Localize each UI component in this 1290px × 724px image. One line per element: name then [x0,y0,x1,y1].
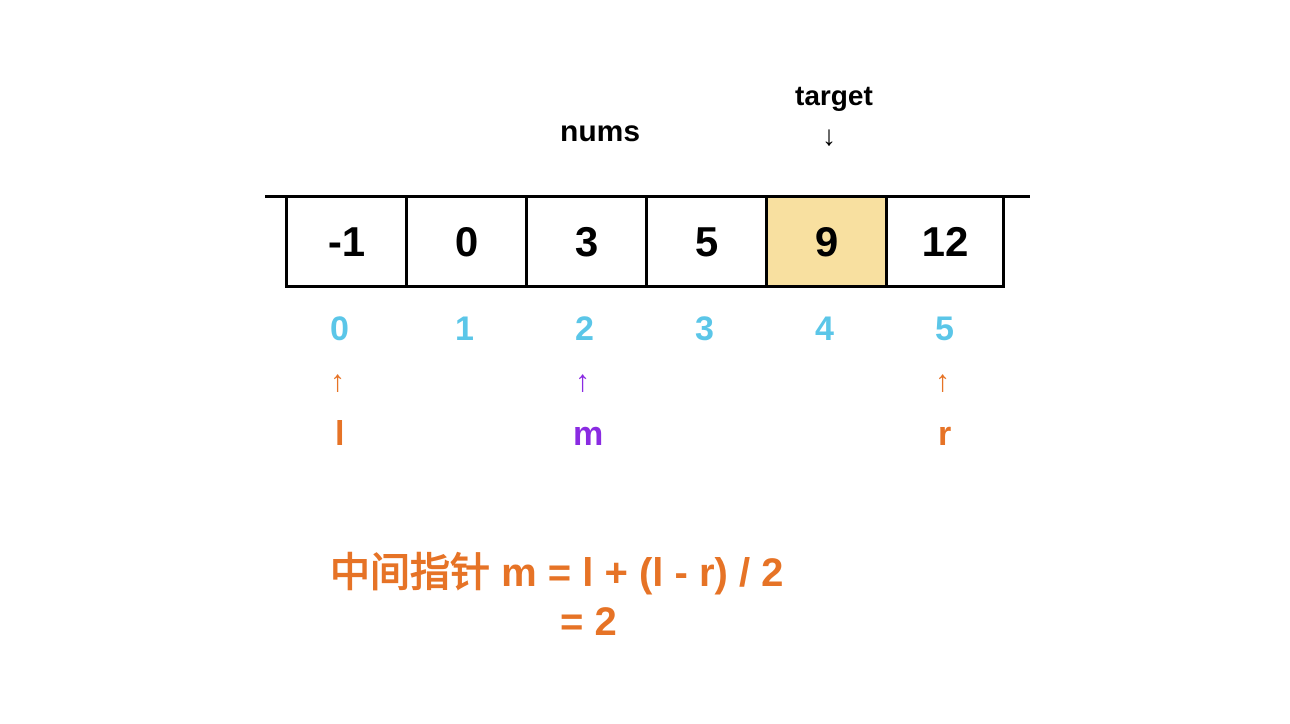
array-value-1: 0 [455,218,478,266]
formula-line-2: = 2 [560,600,617,645]
array-value-0: -1 [328,218,365,266]
index-0: 0 [330,310,349,349]
array-value-3: 5 [695,218,718,266]
array-value-2: 3 [575,218,598,266]
pointer-l-arrow-icon: ↑ [330,365,345,399]
array-cell-3: 5 [645,198,765,288]
diagram-stage: nums target ↓ -1 0 3 5 9 12 0 1 2 3 4 5 … [0,0,1290,724]
index-3: 3 [695,310,714,349]
pointer-l-label: l [335,415,344,454]
pointer-m-label: m [573,415,603,454]
index-1: 1 [455,310,474,349]
array-cell-5: 12 [885,198,1005,288]
array-cell-1: 0 [405,198,525,288]
array-cell-2: 3 [525,198,645,288]
array-value-5: 12 [922,218,969,266]
formula-line-1: 中间指针 m = l + (l - r) / 2 [330,540,783,598]
formula-prefix: 中间指针 [330,551,490,595]
formula-expr: m = l + (l - r) / 2 [490,551,783,595]
pointer-m-arrow-icon: ↑ [575,365,590,399]
index-4: 4 [815,310,834,349]
pointer-r-arrow-icon: ↑ [935,365,950,399]
pointer-r-label: r [938,415,951,454]
target-arrow-down-icon: ↓ [822,120,836,152]
array-value-4: 9 [815,218,838,266]
index-5: 5 [935,310,954,349]
label-nums: nums [560,115,640,149]
index-2: 2 [575,310,594,349]
array-cell-0: -1 [285,198,405,288]
array-cell-4: 9 [765,198,885,288]
label-target: target [795,80,873,112]
